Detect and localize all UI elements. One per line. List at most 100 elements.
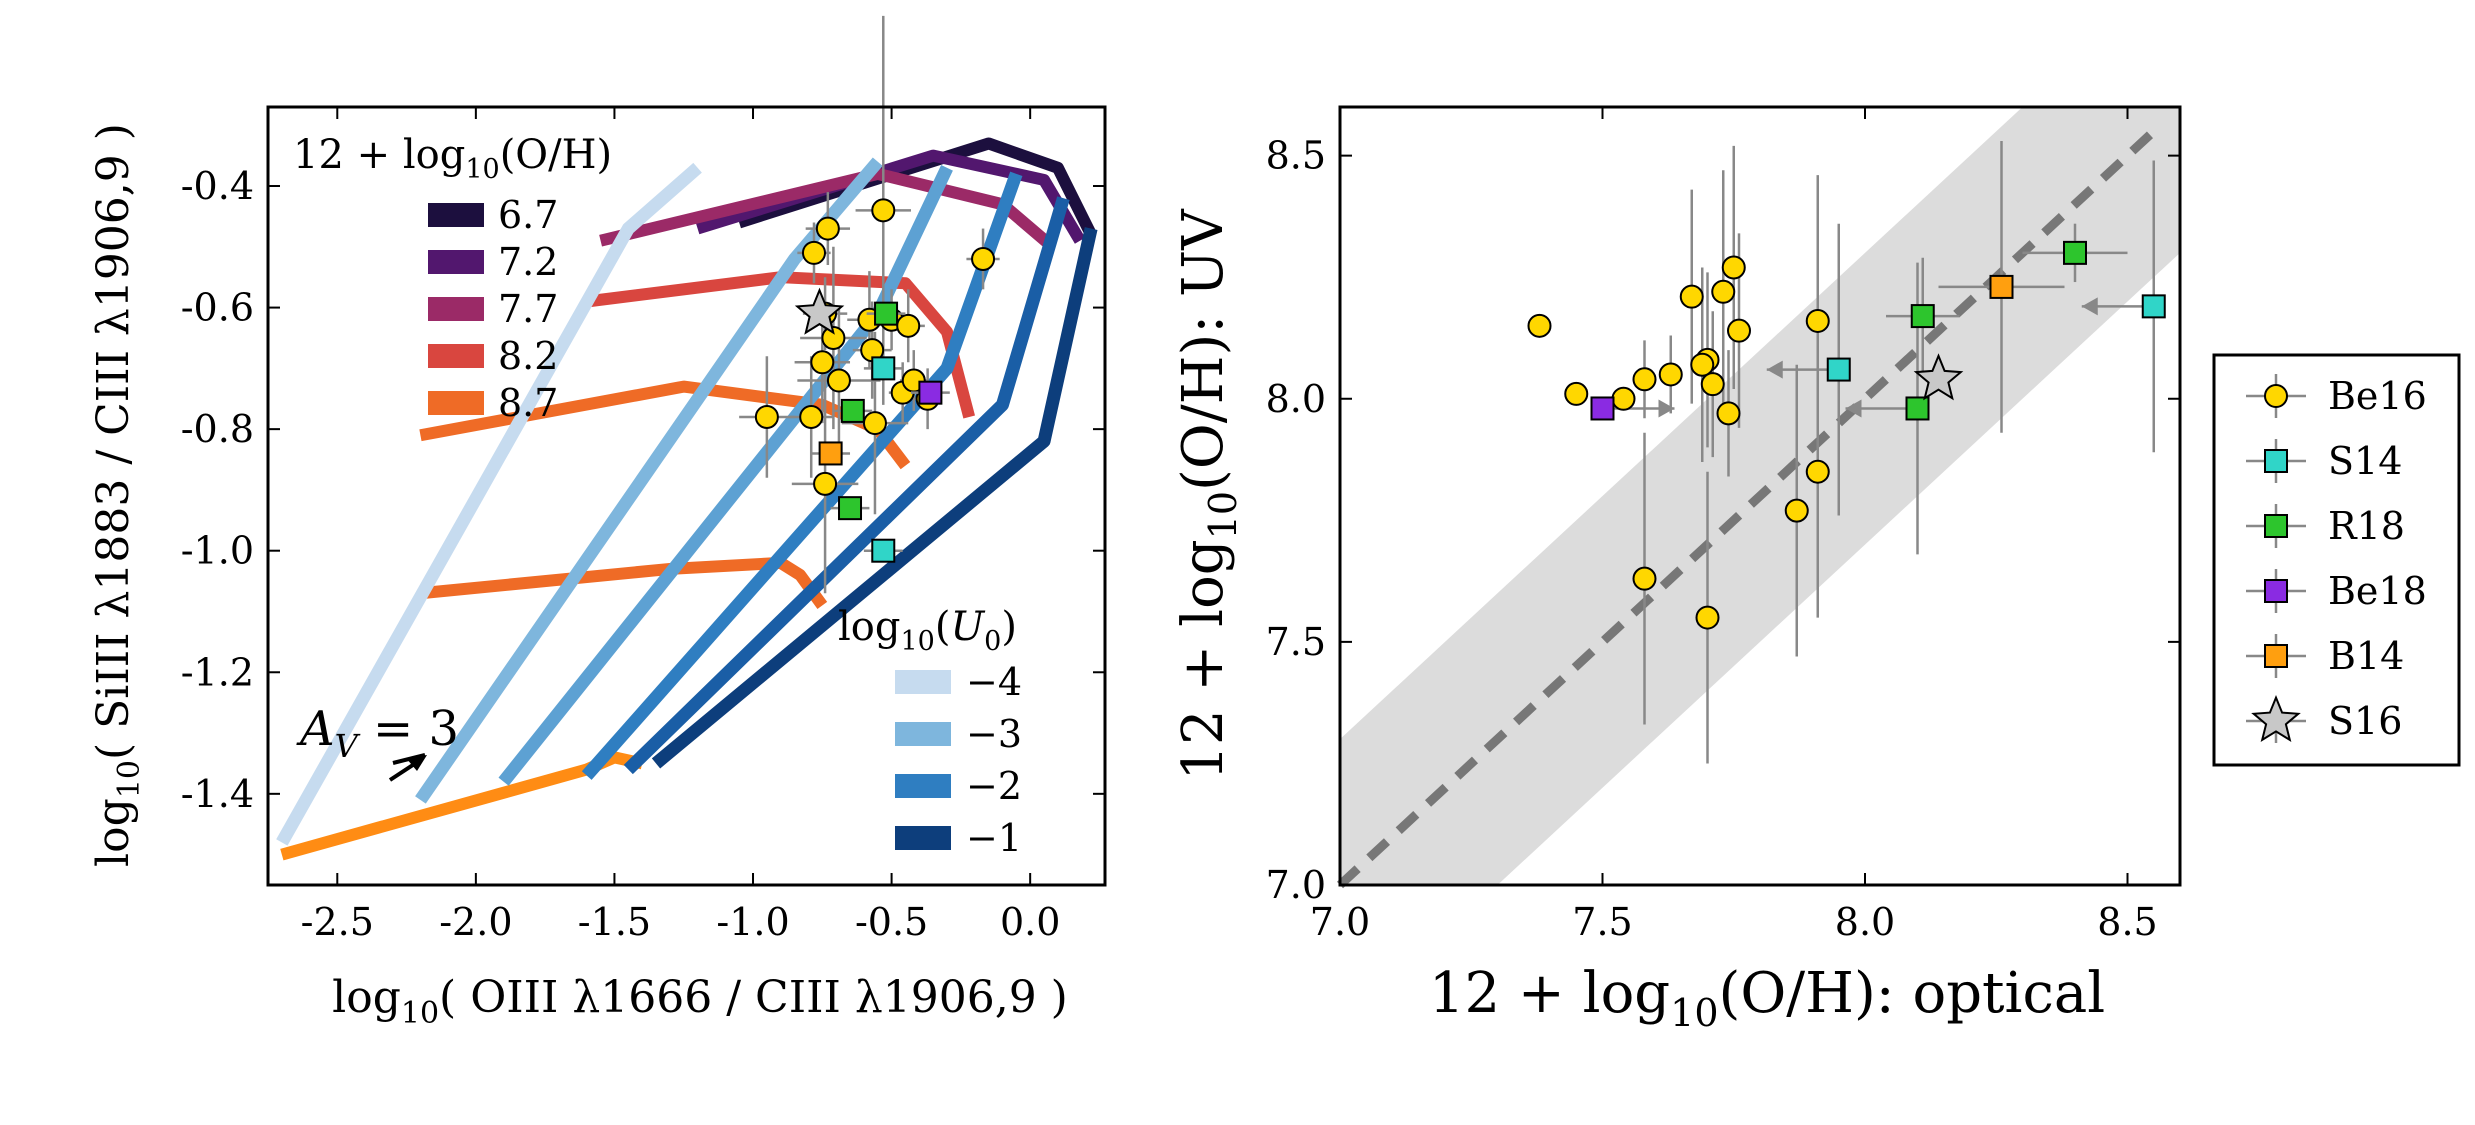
right-be16-point-8 bbox=[1711, 279, 1736, 304]
left-be16-point-15 bbox=[799, 404, 824, 429]
left-be16-point-9 bbox=[810, 350, 835, 375]
left-y-tick-label: -0.8 bbox=[181, 407, 254, 451]
left-s16-star bbox=[794, 287, 845, 335]
ionization-legend-label: −1 bbox=[966, 816, 1022, 860]
right-be16-point-10 bbox=[1727, 318, 1751, 343]
left-b14-point-6 bbox=[818, 441, 843, 466]
ionization-track-3 bbox=[581, 171, 1023, 780]
left-y-tick-label: -0.6 bbox=[181, 286, 254, 330]
left-be16-point-3 bbox=[971, 246, 996, 271]
ionization-legend-label: −2 bbox=[966, 764, 1022, 808]
right-limit-arrow bbox=[1845, 399, 1862, 418]
left-be16-point-0 bbox=[801, 240, 826, 265]
right-be16-point-7 bbox=[1700, 372, 1725, 397]
metallicity-legend-swatch bbox=[428, 344, 484, 368]
extinction-arrow-head bbox=[406, 755, 427, 771]
left-x-axis-label: log10( OIII λ1666 / CIII λ1906,9 ) bbox=[332, 972, 1068, 1031]
left-axes-frame bbox=[266, 105, 1107, 887]
left-r18-point-1 bbox=[840, 398, 865, 423]
left-be16-point-16 bbox=[862, 411, 887, 436]
ionization-legend-swatch bbox=[895, 774, 951, 798]
legend-marker-r18 bbox=[2264, 514, 2288, 538]
left-y-tick-label: -1.0 bbox=[181, 529, 254, 573]
metallicity-legend-swatch bbox=[428, 391, 484, 415]
right-y-tick-label: 8.5 bbox=[1266, 134, 1326, 178]
metallicity-legend-swatch bbox=[428, 203, 484, 227]
right-y-axis-label: 12 + log10(O/H): UV bbox=[1171, 208, 1245, 781]
legend-label-r18: R18 bbox=[2328, 504, 2405, 548]
metallicity-legend-label: 8.2 bbox=[498, 334, 558, 378]
ionization-legend-label: −4 bbox=[966, 660, 1022, 704]
left-y-axis-label: log10( SiIII λ1883 / CIII λ1906,9 ) bbox=[88, 123, 147, 867]
right-limit-arrow bbox=[1658, 399, 1675, 418]
left-r18-point-2 bbox=[838, 496, 863, 521]
metallicity-legend-label: 7.7 bbox=[498, 287, 558, 331]
right-limit-arrow bbox=[2081, 297, 2098, 316]
right-x-tick-label: 8.5 bbox=[2097, 900, 2157, 944]
right-s16-point-0 bbox=[1913, 353, 1964, 401]
right-s14-point-1 bbox=[2141, 294, 2166, 319]
right-be16-point-3 bbox=[1632, 367, 1657, 392]
right-be18-point-0 bbox=[1590, 396, 1615, 421]
left-x-tick-label: -0.5 bbox=[855, 900, 928, 944]
right-x-tick-label: 8.0 bbox=[1835, 900, 1895, 944]
ionization-legend-swatch bbox=[895, 670, 951, 694]
right-s14-point-0 bbox=[1826, 357, 1851, 382]
right-be16-point-0 bbox=[1527, 313, 1552, 338]
observed-points bbox=[739, 15, 1000, 594]
right-be16-point-11 bbox=[1716, 401, 1741, 426]
left-be16-point-17 bbox=[813, 471, 838, 496]
ionization-legend-label: −3 bbox=[966, 712, 1022, 756]
left-ticks: -2.5 -2.0 -1.5 -1.0 -0.5 0.0 -1.4 -1.2 -1.0 -0.8 -… bbox=[181, 107, 1105, 944]
ionization-legend-swatch bbox=[895, 722, 951, 746]
right-be16-point-12 bbox=[1690, 352, 1715, 377]
legend-marker-be18 bbox=[2264, 579, 2288, 603]
legend-label-be16: Be16 bbox=[2328, 374, 2427, 418]
right-x-tick-label: 7.5 bbox=[1572, 900, 1632, 944]
right-be16-point-17 bbox=[1695, 605, 1720, 630]
one-to-one-line bbox=[1336, 128, 2157, 889]
ionization-track-4 bbox=[623, 196, 1070, 775]
extinction-annotation: AV = 3 bbox=[296, 701, 459, 765]
right-panel: 7.0 7.5 8.0 8.5 7.0 7.5 8.0 8.5 12 + log10(O/H)… bbox=[1171, 105, 2182, 1035]
legend-label-b14: B14 bbox=[2328, 634, 2404, 678]
metallicity-legend-swatch bbox=[428, 250, 484, 274]
right-r18-point-2 bbox=[2063, 240, 2087, 265]
left-y-tick-label: -1.2 bbox=[181, 650, 254, 694]
left-s14-point-4 bbox=[871, 538, 896, 563]
right-y-tick-label: 7.5 bbox=[1266, 620, 1326, 664]
right-be16-point-2 bbox=[1611, 386, 1636, 411]
right-r18-point-1 bbox=[1905, 396, 1930, 421]
right-ticks: 7.0 7.5 8.0 8.5 7.0 7.5 8.0 8.5 bbox=[1266, 107, 2180, 944]
right-be16-point-5 bbox=[1679, 284, 1704, 309]
left-be16-point-2 bbox=[871, 198, 896, 223]
ionization-tracks bbox=[276, 157, 1098, 846]
right-be16-point-16 bbox=[1632, 566, 1657, 591]
series-legend: Be16 S14 R18 Be18 B14 S16 bbox=[2212, 353, 2461, 767]
right-r18-point-0 bbox=[1910, 304, 1935, 329]
legend-marker-b14 bbox=[2264, 644, 2288, 668]
left-be16-point-10 bbox=[826, 368, 851, 393]
right-limit-arrow bbox=[1766, 360, 1783, 379]
left-x-tick-label: -2.5 bbox=[301, 900, 374, 944]
right-axes-frame bbox=[1338, 105, 2182, 887]
right-be16-point-13 bbox=[1784, 498, 1809, 523]
right-y-tick-label: 8.0 bbox=[1266, 377, 1326, 421]
right-be16-point-4 bbox=[1658, 362, 1683, 387]
right-x-axis-label: 12 + log10(O/H): optical bbox=[1429, 961, 2105, 1035]
metallicity-legend-label: 7.2 bbox=[498, 240, 558, 284]
legend-label-be18: Be18 bbox=[2328, 569, 2427, 613]
ionization-track-1 bbox=[415, 157, 883, 804]
metallicity-legend-swatch bbox=[428, 297, 484, 321]
legend-marker-s16 bbox=[2251, 694, 2301, 743]
left-x-tick-label: 0.0 bbox=[1000, 900, 1060, 944]
metallicity-legend-label: 6.7 bbox=[498, 193, 558, 237]
right-x-tick-label: 7.0 bbox=[1310, 900, 1370, 944]
legend-label-s14: S14 bbox=[2328, 439, 2402, 483]
legend-marker-s14 bbox=[2264, 449, 2288, 473]
ionization-legend-swatch bbox=[895, 826, 951, 850]
metallicity-legend: 6.77.27.78.28.7 bbox=[428, 193, 558, 425]
right-be16-point-14 bbox=[1805, 459, 1830, 484]
left-be16-point-1 bbox=[815, 216, 840, 241]
